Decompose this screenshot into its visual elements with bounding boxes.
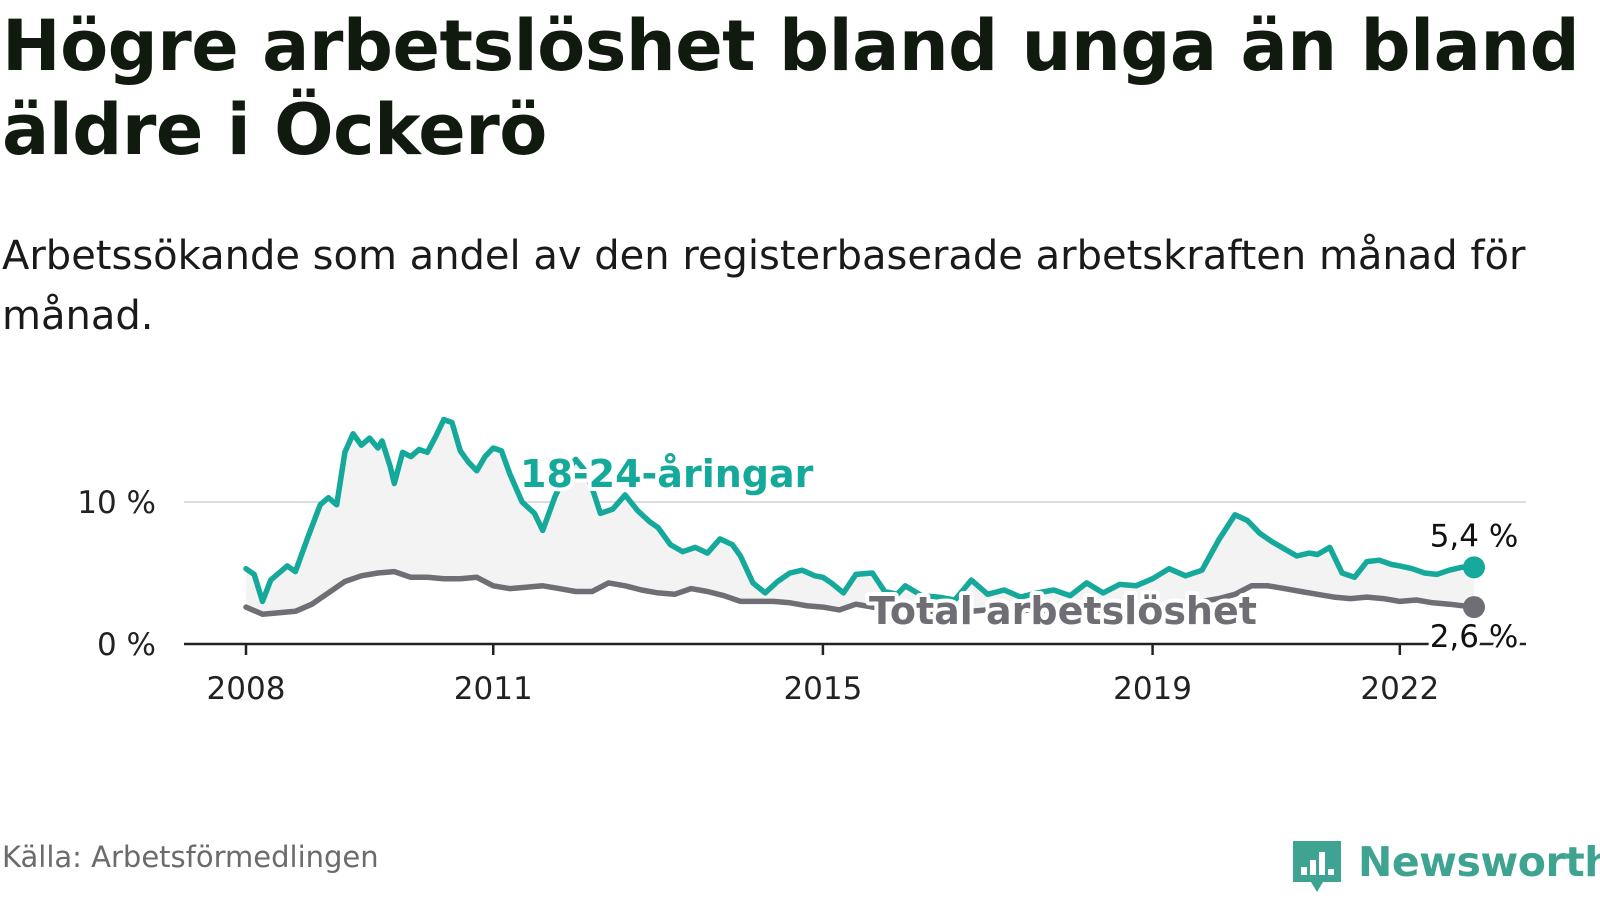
axes: 0 % 10 % 2008 2011 2015 2019 2022 <box>77 485 1526 707</box>
chart-subtitle: Arbetssökande som andel av den registerb… <box>2 233 1526 339</box>
total-line <box>243 568 1477 617</box>
total-end-dot <box>1463 596 1485 619</box>
x-tick-label: 2019 <box>1113 671 1192 707</box>
range-fill <box>246 419 1474 615</box>
labels: 18-24-åringar Total arbetslöshet 5,4 % 2,6 … <box>516 448 1522 659</box>
chart-title: Högre arbetslöshet bland unga än bland ä… <box>2 5 1580 171</box>
total-series-label: Total arbetslöshet <box>869 589 1257 633</box>
x-tick-label: 2008 <box>207 671 286 707</box>
x-tick-label: 2011 <box>454 671 533 707</box>
youth-series-label: 18-24-åringar <box>520 452 814 496</box>
brand-name: Newsworthy <box>1358 838 1600 886</box>
x-tick-label: 2015 <box>783 671 862 707</box>
line-chart: 0 % 10 % 2008 2011 2015 2019 2022 18-24-åringa… <box>77 416 1526 707</box>
y-tick-label: 0 % <box>97 627 156 663</box>
series-lines <box>243 416 1485 619</box>
youth-line <box>243 416 1477 605</box>
youth-end-label: 5,4 % <box>1430 518 1519 554</box>
x-tick-label: 2022 <box>1360 671 1439 707</box>
y-tick-label: 10 % <box>77 485 156 521</box>
source-note: Källa: Arbetsförmedlingen <box>2 840 379 874</box>
total-end-label: 2,6 % <box>1430 619 1519 655</box>
newsworthy-icon <box>1293 841 1341 892</box>
youth-end-dot <box>1463 556 1485 579</box>
